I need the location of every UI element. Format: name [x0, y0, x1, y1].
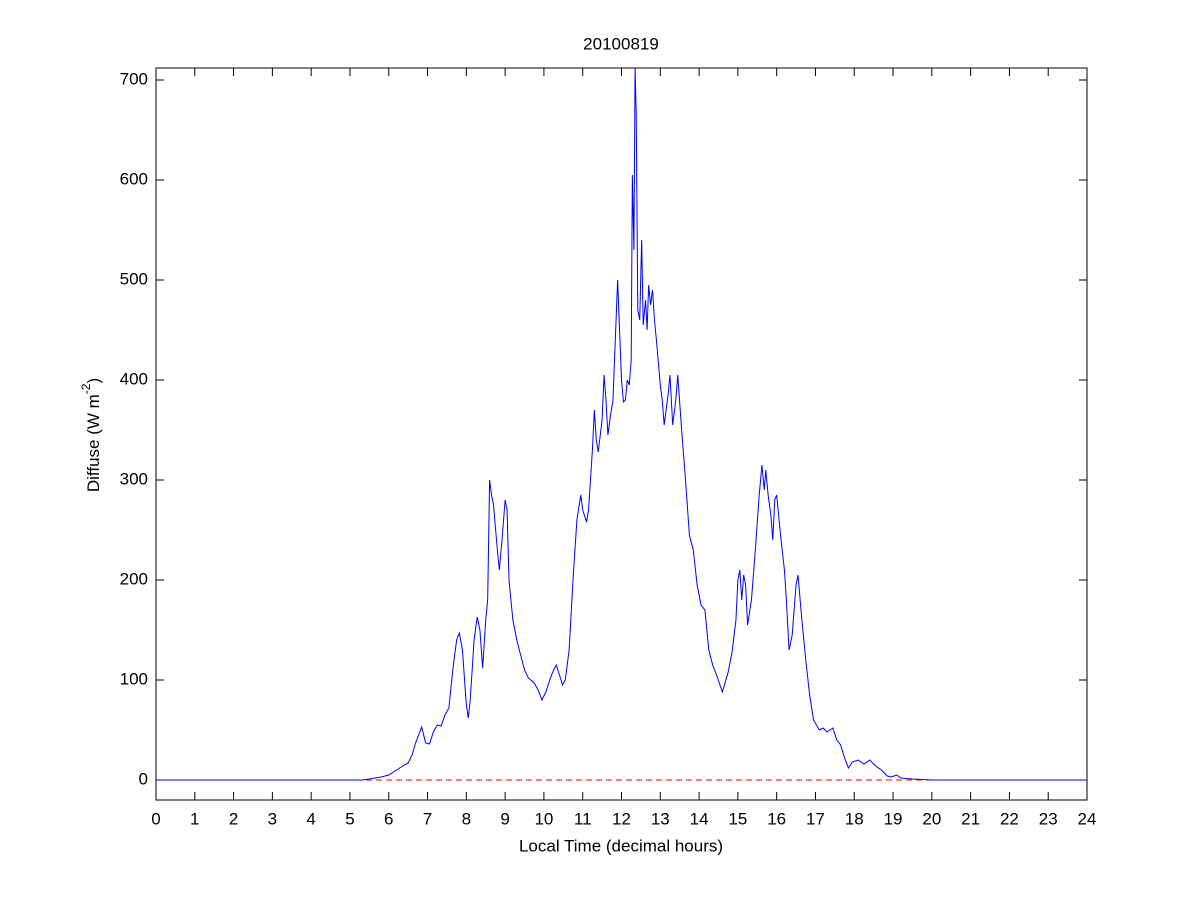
x-tick-label: 5 — [345, 809, 354, 828]
x-tick-label: 13 — [651, 809, 670, 828]
x-tick-label: 8 — [462, 809, 471, 828]
y-tick-label: 400 — [120, 369, 148, 388]
x-axis-label: Local Time (decimal hours) — [519, 836, 723, 855]
y-tick-label: 700 — [120, 69, 148, 88]
y-tick-label: 500 — [120, 269, 148, 288]
x-tick-label: 14 — [690, 809, 709, 828]
chart-title: 20100819 — [583, 34, 659, 53]
y-tick-label: 0 — [139, 769, 148, 788]
x-tick-label: 10 — [534, 809, 553, 828]
x-tick-label: 19 — [884, 809, 903, 828]
x-tick-label: 6 — [384, 809, 393, 828]
x-tick-label: 17 — [806, 809, 825, 828]
x-tick-label: 11 — [574, 809, 592, 828]
x-tick-label: 9 — [500, 809, 509, 828]
x-tick-label: 7 — [423, 809, 432, 828]
x-tick-label: 23 — [1039, 809, 1058, 828]
x-tick-label: 20 — [922, 809, 941, 828]
data-line — [156, 67, 1087, 781]
x-tick-label: 2 — [229, 809, 238, 828]
y-axis-label-sup: -2 — [79, 383, 93, 394]
y-axis-label-end: ) — [84, 378, 103, 384]
x-tick-label: 18 — [845, 809, 864, 828]
y-tick-label: 100 — [120, 669, 148, 688]
x-tick-label: 3 — [268, 809, 277, 828]
x-tick-label: 1 — [190, 809, 199, 828]
x-tick-label: 15 — [728, 809, 747, 828]
axes-box — [155, 67, 1088, 801]
x-tick-label: 12 — [612, 809, 631, 828]
y-tick-label: 200 — [120, 569, 148, 588]
x-tick-label: 21 — [961, 809, 980, 828]
y-tick-label: 300 — [120, 469, 148, 488]
y-axis-label: Diffuse (W m-2) — [79, 378, 103, 492]
x-tick-label: 24 — [1078, 809, 1097, 828]
y-axis-label-main: Diffuse (W m — [84, 394, 103, 492]
x-tick-label: 4 — [306, 809, 315, 828]
y-tick-label: 600 — [120, 169, 148, 188]
x-tick-label: 22 — [1000, 809, 1019, 828]
x-tick-label: 16 — [767, 809, 786, 828]
x-tick-label: 0 — [151, 809, 160, 828]
